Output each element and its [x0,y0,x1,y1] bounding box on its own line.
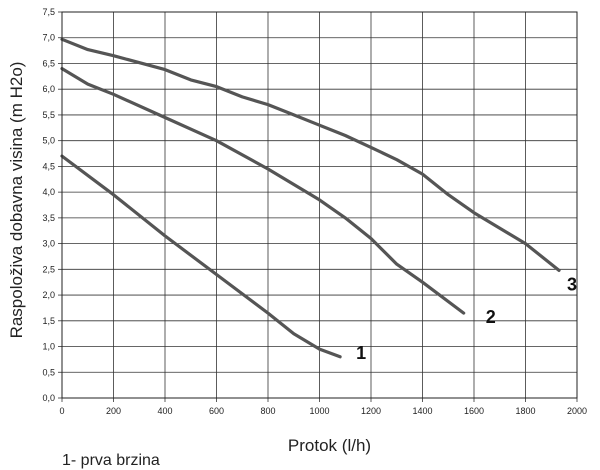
x-tick-label: 1200 [361,406,381,416]
y-tick-label: 5,5 [42,110,55,120]
y-tick-label: 1,5 [42,316,55,326]
y-tick-label: 7,0 [42,33,55,43]
x-tick-label: 600 [209,406,224,416]
x-tick-label: 800 [260,406,275,416]
x-tick-label: 1400 [412,406,432,416]
y-tick-label: 2,0 [42,290,55,300]
x-tick-label: 1000 [309,406,329,416]
y-tick-labels: 0,0 0,5 1,0 1,5 2,0 2,5 3,0 3,5 4,0 4,5 5,0 5,5 6,0 6… [42,7,55,403]
y-tick-label: 2,5 [42,264,55,274]
series-labels: 1 2 3 [356,274,577,362]
x-tick-labels: 0 200 400 600 800 1000 1200 1400 1600 1800 2000 [59,406,587,416]
footnote: 1- prva brzina [62,452,160,469]
series-label-3: 3 [567,274,577,294]
y-tick-label: 5,0 [42,136,55,146]
x-tick-label: 200 [106,406,121,416]
plot-frame [61,11,578,399]
y-tick-label: 7,5 [42,7,55,17]
series-lines [60,37,561,359]
series-line-1 [60,154,342,359]
x-tick-label: 1800 [515,406,535,416]
x-tick-label: 0 [59,406,64,416]
series-label-2: 2 [486,307,496,327]
series-line-2 [60,67,466,315]
y-tick-label: 0,0 [42,393,55,403]
y-tick-label: 0,5 [42,367,55,377]
y-axis-label: Raspoloživa dobavna visina (m H2o) [7,62,26,339]
y-tick-label: 4,0 [42,187,55,197]
y-tick-label: 3,0 [42,239,55,249]
y-tick-label: 3,5 [42,213,55,223]
series-line-3 [60,37,561,272]
x-tick-label: 2000 [567,406,587,416]
y-tick-label: 4,5 [42,161,55,171]
x-axis-label: Protok (l/h) [288,436,371,455]
y-tick-label: 6,5 [42,58,55,68]
x-tick-label: 1600 [464,406,484,416]
x-tick-label: 400 [157,406,172,416]
series-label-1: 1 [356,343,366,363]
y-tick-label: 6,0 [42,84,55,94]
y-tick-label: 1,0 [42,342,55,352]
